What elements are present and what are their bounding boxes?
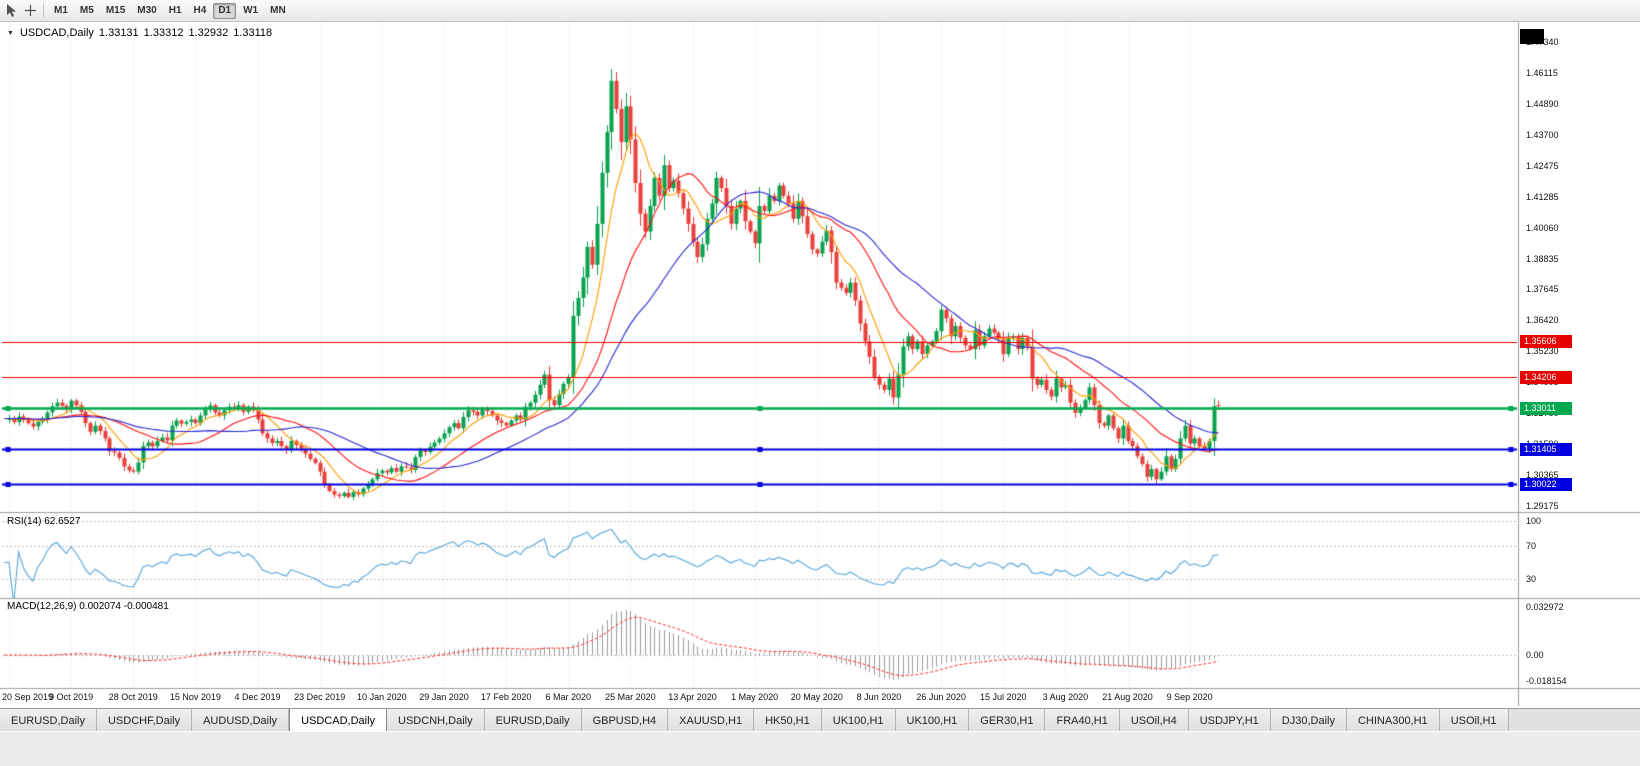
bar-low-value: 1.32932 <box>188 27 229 39</box>
axis-top-marker <box>1520 29 1544 44</box>
date-axis-label: 13 Apr 2020 <box>668 692 717 702</box>
timeframe-button-w1[interactable]: W1 <box>243 4 259 16</box>
chart-tab-usdcnh-daily[interactable]: USDCNH,Daily <box>387 709 485 732</box>
bar-open-value: 1.33131 <box>98 27 139 39</box>
hline-price-tag: 1.34206 <box>1520 370 1572 384</box>
timeframe-button-d1[interactable]: D1 <box>213 2 237 19</box>
timeframe-button-h1[interactable]: H1 <box>168 4 182 16</box>
macd-axis-label: 0.032972 <box>1526 602 1564 613</box>
crosshair-icon[interactable] <box>21 2 39 20</box>
macd-indicator-label: MACD(12,26,9) 0.002074 -0.000481 <box>7 601 169 612</box>
date-axis-label: 6 Mar 2020 <box>545 692 592 702</box>
date-axis-label: 10 Jan 2020 <box>357 692 407 702</box>
chart-tab-usdjpy-h1[interactable]: USDJPY,H1 <box>1188 709 1271 732</box>
chart-tab-uk100-h1[interactable]: UK100,H1 <box>895 709 970 732</box>
date-axis-label: 8 Jun 2020 <box>856 692 902 702</box>
time-axis[interactable]: 20 Sep 2019 9 Oct 2019 28 Oct 2019 15 Nov 2… <box>0 688 1518 706</box>
timeframe-button-m5[interactable]: M5 <box>79 4 94 16</box>
toolbar-separator <box>43 3 44 18</box>
date-axis-label: 3 Aug 2020 <box>1042 692 1089 702</box>
rsi-axis-label: 100 <box>1526 516 1542 526</box>
macd-axis-label: -0.018154 <box>1526 676 1567 687</box>
rsi-axis-label: 70 <box>1526 540 1537 551</box>
chart-tab-china300-h1[interactable]: CHINA300,H1 <box>1346 709 1440 732</box>
chart-tab-hk50-h1[interactable]: HK50,H1 <box>754 709 822 732</box>
hline-price-tag: 1.33011 <box>1520 401 1572 415</box>
date-axis-label: 26 Jun 2020 <box>916 692 966 702</box>
date-axis-label: 20 May 2020 <box>790 692 843 702</box>
price-axis-label: 1.35230 <box>1526 346 1559 357</box>
chart-tab-uk100-h1[interactable]: UK100,H1 <box>821 709 896 732</box>
timeframe-button-mn[interactable]: MN <box>270 4 286 16</box>
date-axis-label: 1 May 2020 <box>731 692 779 702</box>
chart-tab-fra40-h1[interactable]: FRA40,H1 <box>1045 709 1120 732</box>
date-axis-label: 9 Oct 2019 <box>49 692 94 702</box>
rsi-indicator-label: RSI(14) 62.6527 <box>7 516 80 527</box>
chart-tab-eurusd-daily[interactable]: EURUSD,Daily <box>0 709 97 732</box>
date-axis-label: 23 Dec 2019 <box>294 692 346 702</box>
chart-tab-dj30-daily[interactable]: DJ30,Daily <box>1270 709 1347 732</box>
price-axis[interactable]: 1.473401.461151.448901.437001.424751.412… <box>1518 22 1640 706</box>
rsi-value: 62.6527 <box>44 516 81 527</box>
chart-tab-usdcad-daily[interactable]: USDCAD,Daily <box>289 709 388 732</box>
timeframe-button-m1[interactable]: M1 <box>54 4 68 16</box>
macd-name: MACD(12,26,9) <box>7 601 77 612</box>
timeframe-buttons-group: M1 M5 M15 M30 H1 H4 D1 W1 MN <box>48 2 292 19</box>
chart-tab-usdchf-daily[interactable]: USDCHF,Daily <box>96 709 193 732</box>
macd-axis-label: 0.00 <box>1526 650 1544 660</box>
chart-tab-eurusd-daily[interactable]: EURUSD,Daily <box>484 709 582 732</box>
macd-values: 0.002074 -0.000481 <box>79 601 169 612</box>
timeframe-button-m30[interactable]: M30 <box>137 4 157 16</box>
status-bar <box>0 731 1640 766</box>
price-axis-label: 1.42475 <box>1526 160 1559 171</box>
chart-tab-usoil-h4[interactable]: USOil,H4 <box>1119 709 1189 732</box>
price-axis-label: 1.30365 <box>1526 470 1559 481</box>
chart-tab-gbpusd-h4[interactable]: GBPUSD,H4 <box>581 709 669 732</box>
hline-price-tag: 1.30022 <box>1520 477 1572 491</box>
chart-collapse-icon[interactable]: ▼ <box>7 29 14 37</box>
timeframe-button-h4[interactable]: H4 <box>193 4 207 16</box>
date-axis-label: 15 Nov 2019 <box>169 692 221 702</box>
chart-header: ▼ USDCAD,Daily 1.33131 1.33312 1.32932 1… <box>7 27 272 39</box>
bar-close-value: 1.33118 <box>233 27 273 39</box>
date-axis-label: 17 Feb 2020 <box>480 692 532 702</box>
date-axis-label: 21 Aug 2020 <box>1102 692 1153 702</box>
chart-tab-ger30-h1[interactable]: GER30,H1 <box>969 709 1046 732</box>
price-axis-label: 1.38835 <box>1526 253 1559 264</box>
price-axis-label: 1.44890 <box>1526 98 1559 109</box>
date-axis-label: 25 Mar 2020 <box>605 692 656 702</box>
price-axis-label: 1.37645 <box>1526 284 1559 295</box>
price-axis-label: 1.29175 <box>1526 501 1559 511</box>
chart-tabs-bar: EURUSD,Daily USDCHF,Daily AUDUSD,Daily USDC… <box>0 708 1640 732</box>
chart-tab-audusd-daily[interactable]: AUDUSD,Daily <box>192 709 290 732</box>
date-axis-label: 9 Sep 2020 <box>1166 692 1213 702</box>
price-axis-label: 1.36420 <box>1526 315 1559 326</box>
hline-price-tag: 1.35606 <box>1520 335 1572 349</box>
timeframe-toolbar: M1 M5 M15 M30 H1 H4 D1 W1 MN <box>0 0 1640 22</box>
date-axis-label: 4 Dec 2019 <box>234 692 281 702</box>
date-axis-label: 20 Sep 2019 <box>2 692 54 702</box>
rsi-axis-label: 30 <box>1526 574 1537 584</box>
bar-high-value: 1.33312 <box>143 27 184 39</box>
chart-tab-xauusd-h1[interactable]: XAUUSD,H1 <box>668 709 755 732</box>
timeframe-button-m15[interactable]: M15 <box>105 4 126 16</box>
price-axis-label: 1.40060 <box>1526 222 1559 233</box>
chart-symbol-label: USDCAD,Daily <box>19 27 94 39</box>
rsi-name: RSI(14) <box>7 516 42 527</box>
date-axis-label: 29 Jan 2020 <box>419 692 469 702</box>
tabbar-filler <box>1508 709 1640 732</box>
chart-tab-usoil-h1[interactable]: USOil,H1 <box>1439 709 1509 732</box>
price-axis-label: 1.43700 <box>1526 129 1559 140</box>
price-axis-label: 1.41285 <box>1526 191 1559 202</box>
price-axis-label: 1.46115 <box>1526 67 1558 78</box>
hline-price-tag: 1.31405 <box>1520 442 1572 456</box>
date-axis-label: 15 Jul 2020 <box>979 692 1027 702</box>
date-axis-label: 28 Oct 2019 <box>108 692 158 702</box>
cursor-icon[interactable] <box>3 2 21 20</box>
